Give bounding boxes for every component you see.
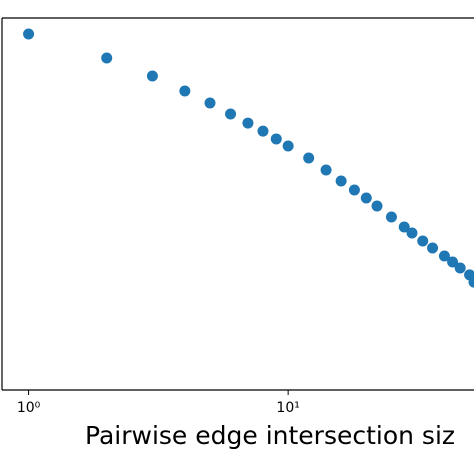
point [438,250,450,262]
point [270,133,282,145]
point [204,97,216,109]
point [303,152,315,164]
point [360,192,372,204]
point [257,125,269,137]
point [101,52,113,64]
point [454,262,466,274]
point [406,227,418,239]
point [417,235,429,247]
point [179,85,191,97]
point [468,276,474,288]
point [23,28,35,40]
point [146,70,158,82]
x-tick-label: 10⁰ [17,400,41,416]
point [242,117,254,129]
point [447,256,459,268]
point [282,140,294,152]
point [427,242,439,254]
point [225,108,237,120]
x-tick-label: 10¹ [276,400,299,416]
point [398,221,410,233]
point [335,175,347,187]
x-axis-label: Pairwise edge intersection siz [85,421,455,450]
point [385,211,397,223]
point [371,200,383,212]
point [348,184,360,196]
point [320,164,332,176]
